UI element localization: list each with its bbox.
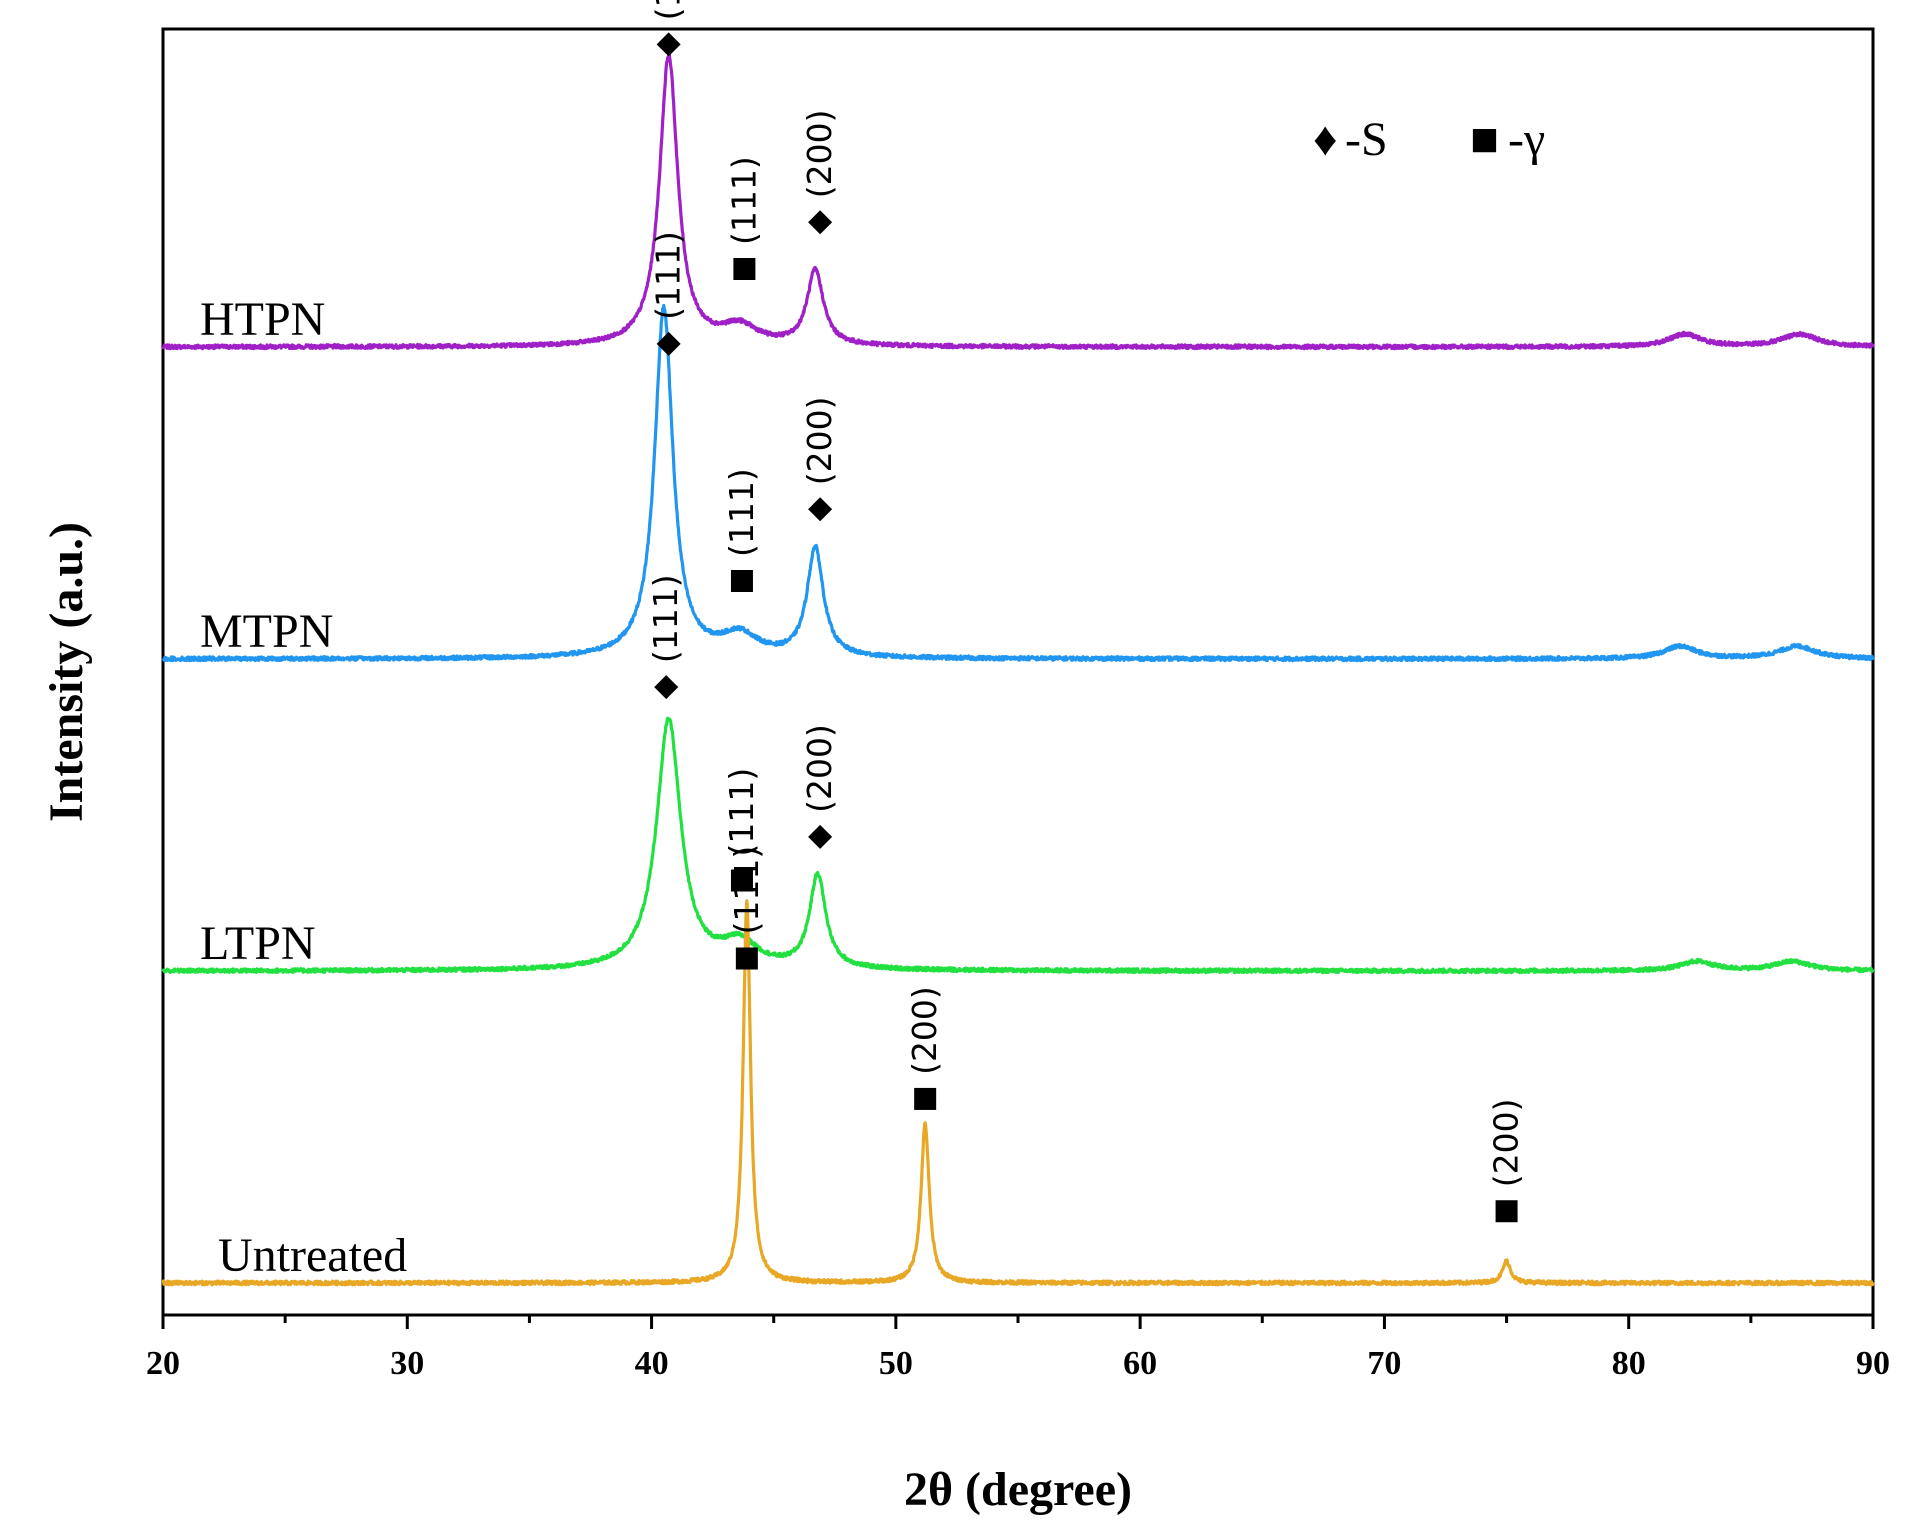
peak-label-untreated: (200) (1487, 1098, 1526, 1187)
x-tick-label: 50 (879, 1345, 913, 1382)
legend-s-label: -S (1345, 113, 1388, 166)
gamma-marker-untreated (735, 947, 758, 970)
gamma-marker-mtpn (730, 570, 753, 592)
peak-label-mtpn: (111) (722, 468, 761, 557)
x-tick-label: 90 (1856, 1345, 1890, 1382)
peak-label-ltpn: (111) (646, 574, 685, 663)
series-label-mtpn: MTPN (200, 605, 333, 658)
series-label-htpn: HTPN (200, 293, 325, 346)
peak-label-mtpn: (200) (800, 396, 839, 485)
trace-ltpn (161, 716, 1875, 975)
legend-gamma-symbol: ■ (1470, 113, 1499, 166)
gamma-marker-ltpn (730, 869, 753, 892)
plot-frame (161, 27, 1875, 1317)
peak-label-ltpn: (111) (722, 768, 761, 857)
sphase-marker-mtpn (656, 331, 681, 356)
trace-mtpn (161, 303, 1875, 663)
peak-label-htpn: (200) (800, 109, 839, 198)
sphase-marker-ltpn (808, 824, 833, 849)
series-labels: HTPN MTPN LTPN Untreated (200, 293, 407, 1282)
peak-label-htpn: (111) (649, 0, 688, 20)
series-label-ltpn: LTPN (200, 917, 316, 970)
x-tick-label: 40 (635, 1345, 669, 1382)
legend-s-symbol: ♦ (1313, 113, 1338, 166)
legend: ♦ -S ■ -γ (1313, 113, 1545, 166)
peak-annotations: (111)(111)(200)(111)(111)(200)(111)(111)… (646, 0, 1526, 1223)
sphase-marker-mtpn (808, 497, 833, 522)
y-axis-title: Intensity (a.u.) (40, 522, 93, 822)
traces (161, 52, 1875, 1287)
peak-label-ltpn: (200) (800, 724, 839, 813)
x-tick-label: 20 (146, 1345, 180, 1382)
x-tick-label: 70 (1367, 1345, 1401, 1382)
x-axis: 20 30 40 50 60 70 80 90 (146, 1315, 1890, 1382)
peak-label-htpn: (111) (724, 156, 763, 245)
sphase-marker-ltpn (654, 675, 679, 700)
peak-label-untreated: (111) (727, 846, 766, 935)
x-tick-label: 30 (390, 1345, 424, 1382)
trace-htpn (161, 52, 1875, 351)
peak-label-untreated: (200) (905, 986, 944, 1075)
gamma-marker-untreated (914, 1087, 937, 1110)
sphase-marker-htpn (656, 32, 681, 57)
x-tick-label: 60 (1123, 1345, 1157, 1382)
series-label-untreated: Untreated (218, 1229, 407, 1282)
x-axis-title: 2θ (degree) (904, 1463, 1132, 1516)
gamma-marker-untreated (1495, 1200, 1518, 1223)
sphase-marker-htpn (808, 210, 833, 235)
peak-label-mtpn: (111) (649, 231, 688, 320)
gamma-marker-htpn (733, 258, 756, 280)
trace-untreated (161, 899, 1875, 1287)
legend-gamma-label: -γ (1508, 113, 1545, 166)
x-tick-label: 80 (1612, 1345, 1646, 1382)
